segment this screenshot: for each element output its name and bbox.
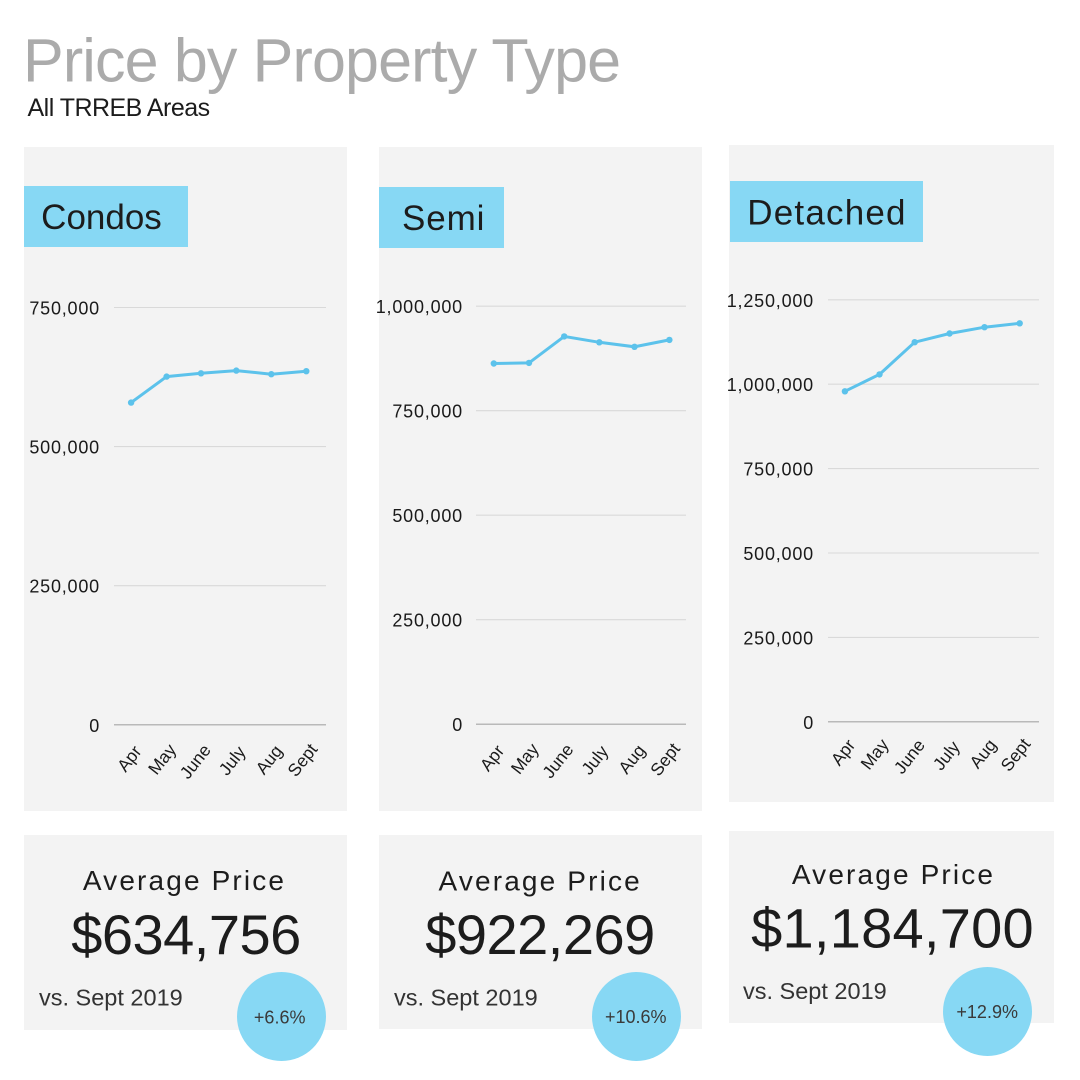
svg-text:Sept: Sept <box>997 734 1035 775</box>
svg-text:vs. Sept 2019: vs. Sept 2019 <box>743 978 887 1004</box>
svg-text:Aug: Aug <box>965 735 1000 772</box>
svg-text:250,000: 250,000 <box>743 628 814 648</box>
svg-text:vs. Sept 2019: vs. Sept 2019 <box>394 985 538 1011</box>
svg-text:1,250,000: 1,250,000 <box>727 291 814 311</box>
svg-text:500,000: 500,000 <box>29 438 100 458</box>
svg-text:Condos: Condos <box>41 198 162 237</box>
svg-text:Detached: Detached <box>747 193 906 232</box>
svg-text:500,000: 500,000 <box>743 544 814 564</box>
svg-text:Average Price: Average Price <box>792 859 995 890</box>
svg-text:July: July <box>929 737 964 774</box>
svg-text:250,000: 250,000 <box>392 611 463 631</box>
svg-text:Apr: Apr <box>113 742 146 776</box>
svg-text:May: May <box>857 735 893 774</box>
svg-text:Average Price: Average Price <box>439 866 642 897</box>
svg-text:Sept: Sept <box>283 740 321 781</box>
svg-text:+10.6%: +10.6% <box>605 1007 667 1027</box>
svg-text:500,000: 500,000 <box>392 506 463 526</box>
svg-text:250,000: 250,000 <box>29 577 100 597</box>
svg-text:Price by Property Type: Price by Property Type <box>23 26 620 94</box>
svg-text:May: May <box>507 739 543 778</box>
svg-text:July: July <box>215 742 250 779</box>
svg-text:vs. Sept 2019: vs. Sept 2019 <box>39 985 183 1011</box>
svg-text:June: June <box>176 740 215 782</box>
svg-text:+12.9%: +12.9% <box>956 1002 1018 1022</box>
svg-text:0: 0 <box>803 713 814 733</box>
svg-text:750,000: 750,000 <box>743 460 814 480</box>
svg-text:July: July <box>577 741 612 778</box>
svg-text:1,000,000: 1,000,000 <box>376 297 463 317</box>
svg-text:June: June <box>538 740 577 782</box>
svg-text:May: May <box>144 740 180 779</box>
svg-text:All TRREB Areas: All TRREB Areas <box>28 94 210 122</box>
svg-text:750,000: 750,000 <box>392 402 463 422</box>
svg-text:$1,184,700: $1,184,700 <box>751 897 1034 960</box>
svg-text:$634,756: $634,756 <box>71 903 301 966</box>
svg-text:June: June <box>890 735 929 777</box>
svg-text:0: 0 <box>452 715 463 735</box>
svg-text:Aug: Aug <box>614 741 649 778</box>
svg-text:Apr: Apr <box>827 735 860 769</box>
svg-text:Apr: Apr <box>476 741 509 775</box>
svg-text:$922,269: $922,269 <box>425 903 655 966</box>
svg-text:0: 0 <box>89 716 100 736</box>
svg-text:750,000: 750,000 <box>29 299 100 319</box>
svg-text:Semi: Semi <box>402 199 485 238</box>
svg-text:+6.6%: +6.6% <box>254 1008 306 1028</box>
svg-text:Aug: Aug <box>252 741 287 778</box>
svg-text:1,000,000: 1,000,000 <box>727 375 814 395</box>
svg-text:Average Price: Average Price <box>83 865 286 896</box>
svg-text:Sept: Sept <box>646 739 684 780</box>
